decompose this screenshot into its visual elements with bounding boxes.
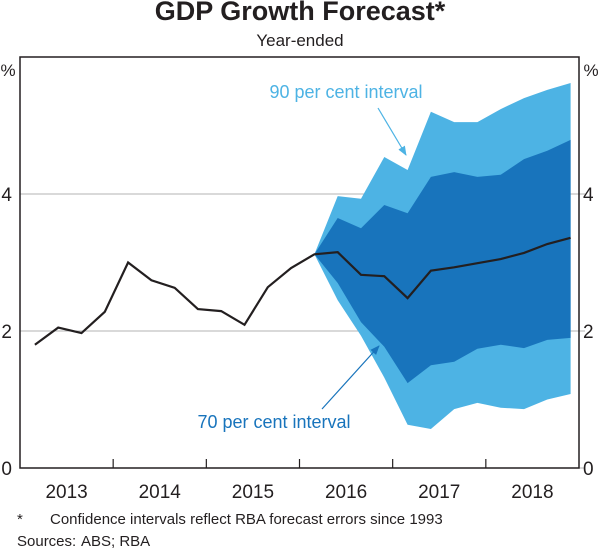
band-70-per-cent <box>314 139 571 384</box>
y-tick-label-left: 0 <box>1 459 12 480</box>
annotation-90-per-cent: 90 per cent interval <box>269 82 422 102</box>
annotations: 90 per cent interval 70 per cent interval <box>197 82 422 432</box>
y-tick-label-left: 2 <box>1 322 12 343</box>
annotation-arrow-70 <box>321 345 380 410</box>
x-tick-label: 2018 <box>511 482 553 503</box>
y-tick-label-right: 4 <box>583 185 594 206</box>
annotation-arrow-90 <box>377 107 407 156</box>
sources-label: Sources: <box>17 533 77 550</box>
sources: Sources: ABS; RBA <box>17 533 150 550</box>
x-tick-label: 2014 <box>139 482 182 503</box>
y-unit-right: % <box>583 61 598 80</box>
annotation-70-per-cent: 70 per cent interval <box>197 412 350 432</box>
y-tick-label-right: 0 <box>583 459 594 480</box>
x-ticks <box>112 459 487 468</box>
chart-subtitle: Year-ended <box>256 31 344 50</box>
footnote: * Confidence intervals reflect RBA foreca… <box>17 511 443 528</box>
footnote-marker: * <box>17 511 23 528</box>
chart-title: GDP Growth Forecast* <box>154 0 446 26</box>
axis-labels: 0 0 2 2 4 4 2013 2014 2015 2016 2017 2018 <box>1 185 594 503</box>
y-tick-label-left: 4 <box>1 185 12 206</box>
x-tick-label: 2013 <box>45 482 87 503</box>
y-tick-label-right: 2 <box>583 322 594 343</box>
sources-text: ABS; RBA <box>81 533 151 550</box>
x-tick-label: 2016 <box>325 482 367 503</box>
series-lines <box>34 236 571 346</box>
gdp-growth-line <box>34 236 571 346</box>
x-tick-label: 2015 <box>232 482 274 503</box>
footnote-text: Confidence intervals reflect RBA forecas… <box>50 511 443 528</box>
interval-bands <box>314 83 571 429</box>
x-tick-label: 2017 <box>418 482 460 503</box>
y-unit-left: % <box>0 61 15 80</box>
